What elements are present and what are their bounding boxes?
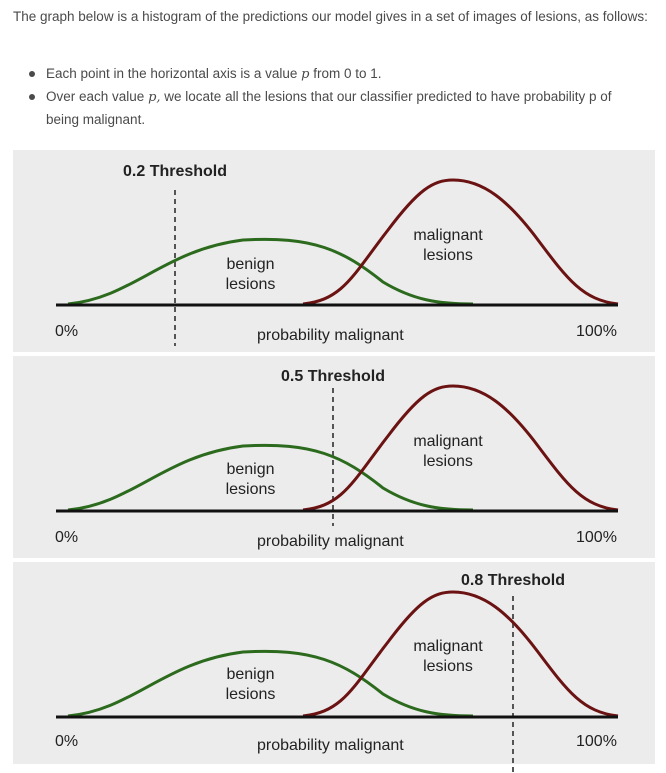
axis-min-label: 0% bbox=[55, 323, 79, 340]
bullet-item-each-value: Over each value p, we locate all the les… bbox=[28, 86, 643, 131]
bullet-dot-icon bbox=[29, 94, 35, 100]
benign-lesions-label: benign lesions bbox=[225, 256, 276, 293]
axis-max-label: 100% bbox=[576, 323, 617, 340]
threshold-panel-0.2: 0.2 Threshold benign lesions malignant l… bbox=[13, 150, 655, 352]
malignant-curve bbox=[302, 178, 619, 306]
bullet-text-after: we locate all the lesions that our class… bbox=[46, 89, 612, 127]
threshold-label: 0.2 Threshold bbox=[123, 163, 228, 180]
malignant-lesions-label: malignant lesions bbox=[413, 638, 483, 675]
threshold-panel-0.5: 0.5 Threshold benign lesions malignant l… bbox=[13, 356, 655, 558]
threshold-label: 0.5 Threshold bbox=[281, 368, 386, 385]
malignant-lesions-label: malignant lesions bbox=[413, 227, 483, 264]
malignant-curve bbox=[302, 590, 619, 718]
benign-lesions-label: benign lesions bbox=[225, 461, 276, 498]
math-p: p, bbox=[148, 90, 161, 105]
distribution-plot bbox=[56, 178, 619, 346]
bullet-text-before: Over each value bbox=[46, 89, 149, 104]
axis-title-label: probability malignant bbox=[257, 327, 404, 344]
threshold-label: 0.8 Threshold bbox=[461, 572, 566, 589]
benign-curve bbox=[67, 649, 474, 718]
bullet-list: Each point in the horizontal axis is a v… bbox=[28, 63, 643, 131]
math-p: p bbox=[301, 67, 310, 82]
axis-min-label: 0% bbox=[55, 529, 79, 546]
bullet-item-horizontal-axis: Each point in the horizontal axis is a v… bbox=[28, 63, 643, 86]
benign-curve bbox=[67, 443, 474, 512]
axis-max-label: 100% bbox=[576, 733, 617, 750]
malignant-curve bbox=[302, 384, 619, 512]
distribution-plot bbox=[56, 590, 619, 773]
malignant-lesions-label: malignant lesions bbox=[413, 433, 483, 470]
benign-lesions-label: benign lesions bbox=[225, 666, 276, 703]
axis-title-label: probability malignant bbox=[257, 533, 404, 550]
axis-max-label: 100% bbox=[576, 529, 617, 546]
bullet-text-before: Each point in the horizontal axis is a v… bbox=[46, 66, 302, 81]
bullet-dot-icon bbox=[29, 71, 35, 77]
threshold-panel-0.8: 0.8 Threshold benign lesions malignant l… bbox=[13, 562, 655, 773]
distribution-plot bbox=[56, 384, 619, 526]
axis-min-label: 0% bbox=[55, 733, 79, 750]
axis-title-label: probability malignant bbox=[257, 737, 404, 754]
intro-paragraph: The graph below is a histogram of the pr… bbox=[13, 9, 648, 24]
benign-curve bbox=[67, 237, 474, 306]
bullet-text-after: from 0 to 1. bbox=[309, 66, 382, 81]
